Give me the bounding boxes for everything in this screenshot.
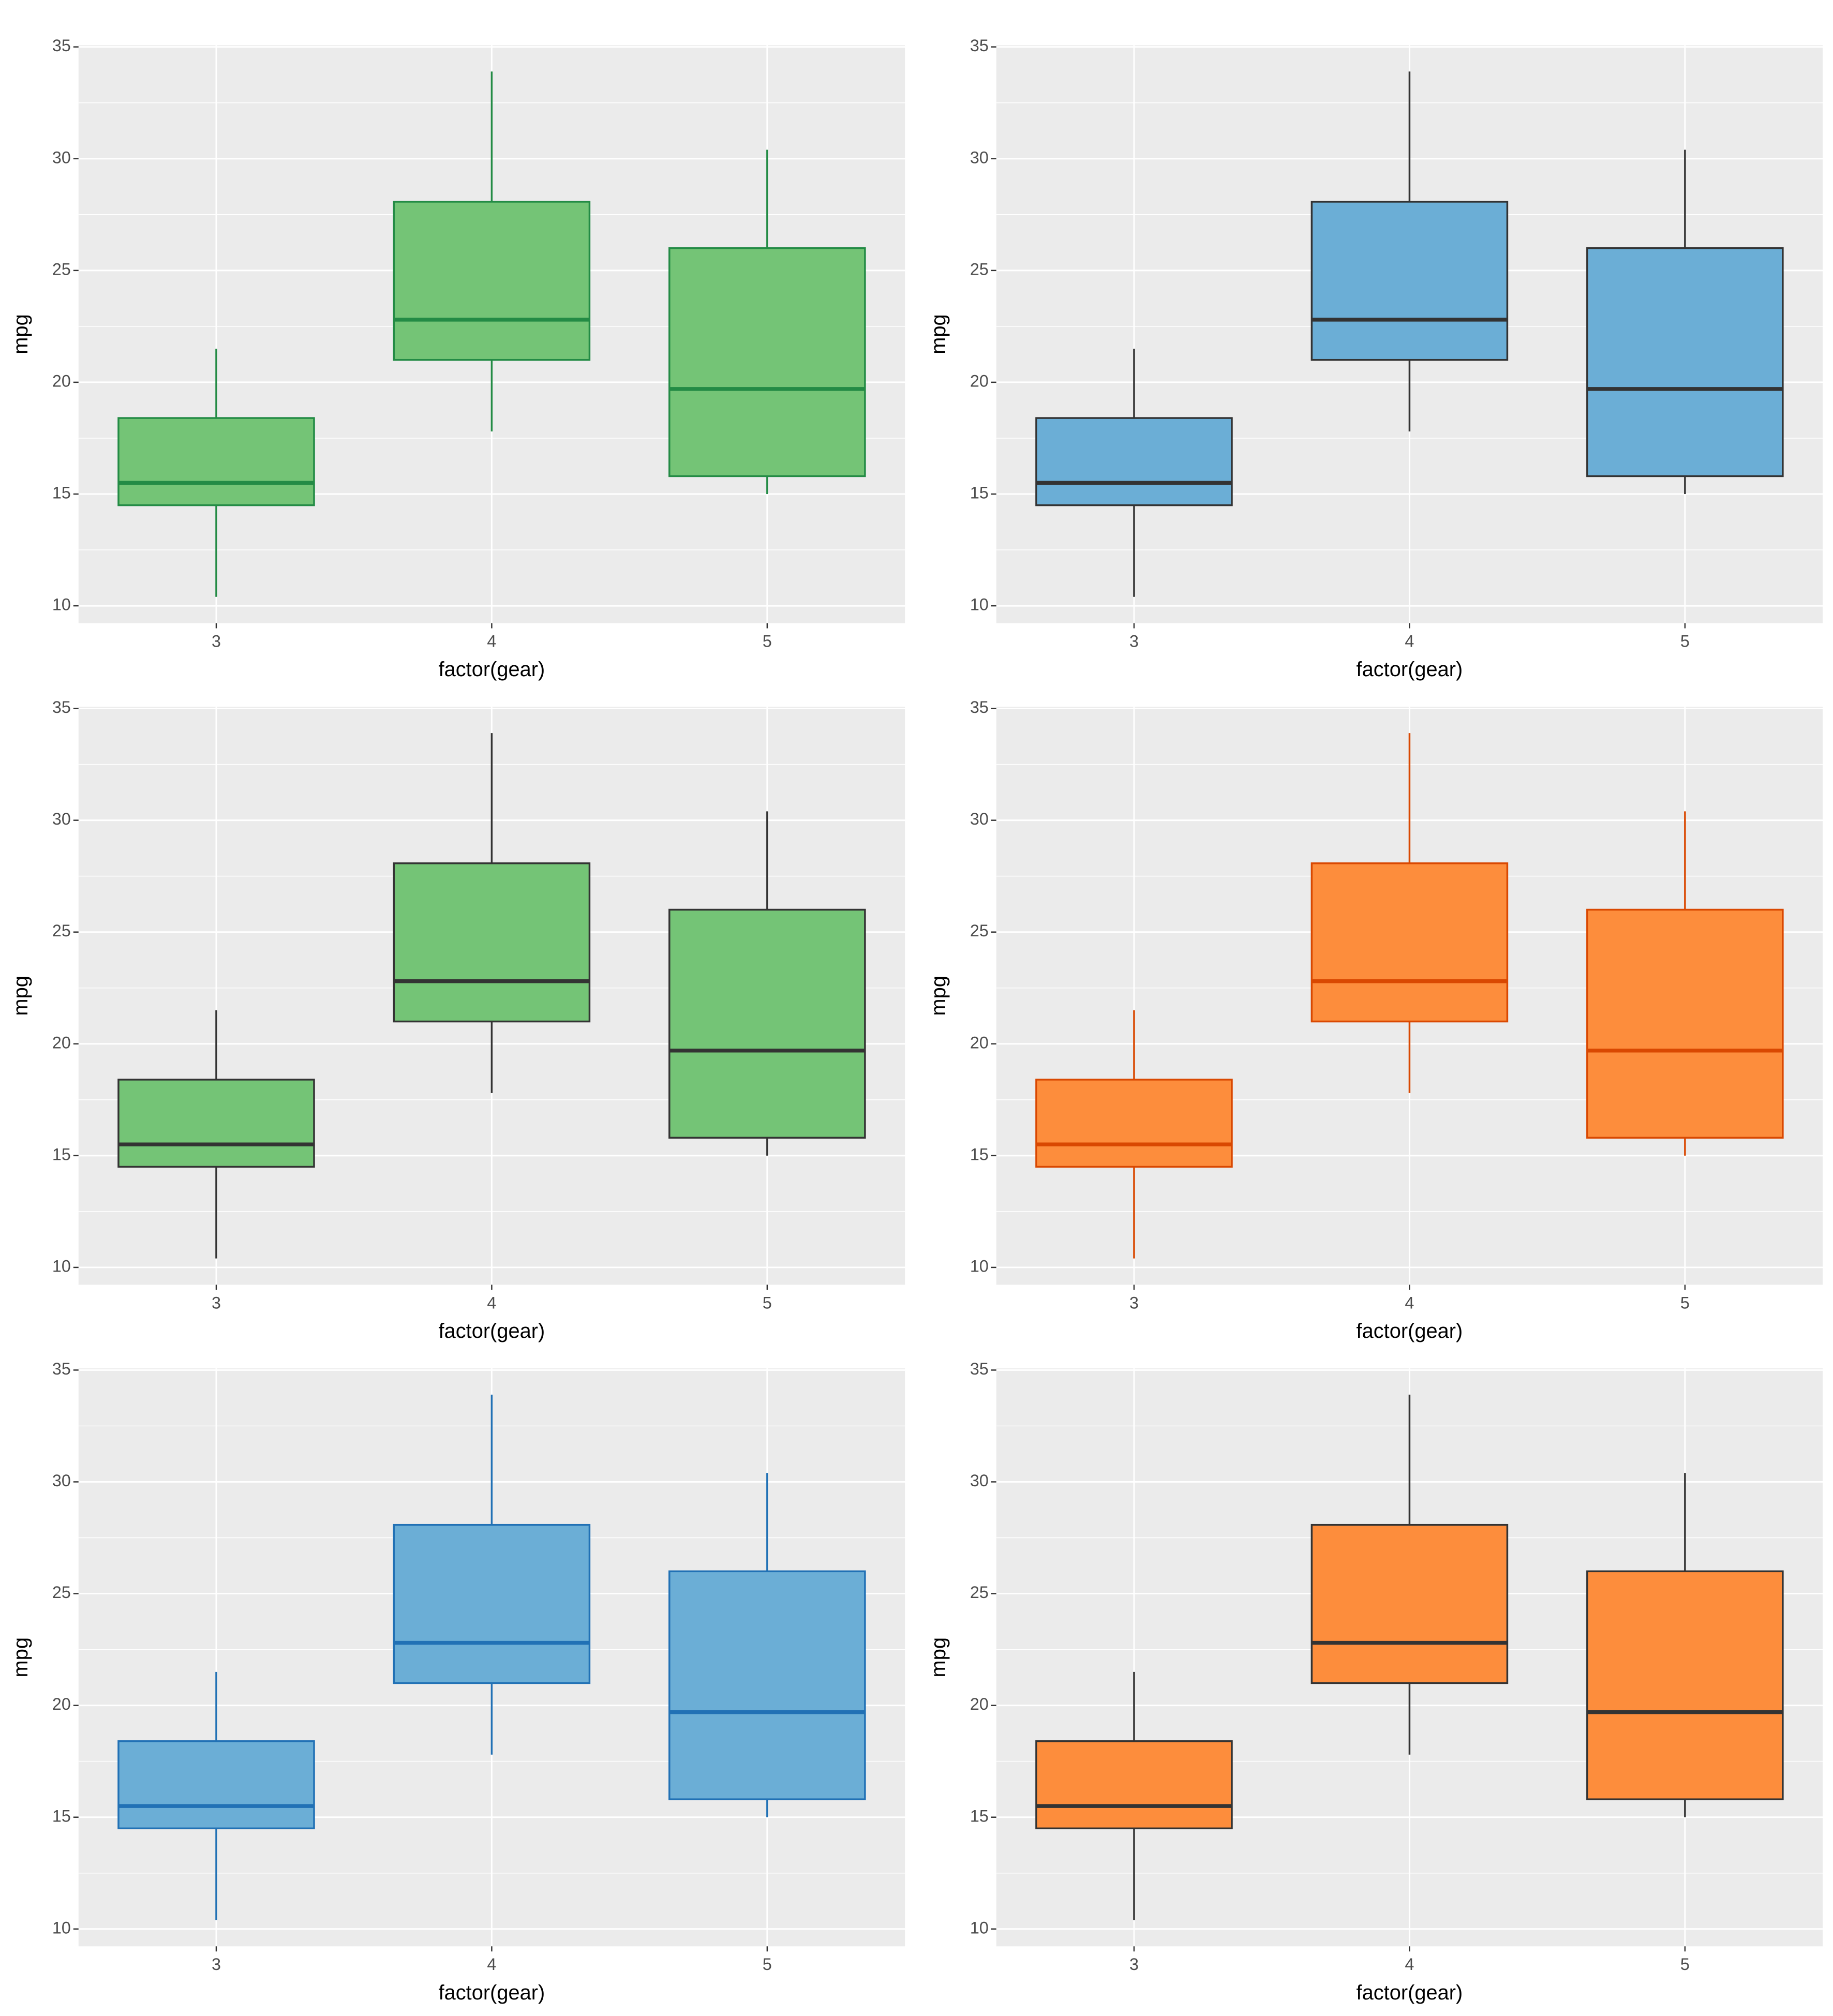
y-tick-label: 10 xyxy=(970,1918,989,1937)
y-tick-label: 30 xyxy=(970,810,989,828)
y-tick-label: 10 xyxy=(970,595,989,614)
y-tick-label: 25 xyxy=(52,260,71,278)
box xyxy=(668,1570,866,1800)
y-tick-label: 15 xyxy=(52,1806,71,1825)
x-axis-title: factor(gear) xyxy=(1357,658,1463,681)
y-tick-label: 35 xyxy=(52,698,71,716)
box xyxy=(1310,201,1509,361)
y-tick-label: 30 xyxy=(52,810,71,828)
y-axis-title: mpg xyxy=(9,976,32,1016)
box xyxy=(1035,1079,1233,1168)
x-tick-label: 5 xyxy=(1680,632,1690,650)
y-axis-title: mpg xyxy=(9,1637,32,1677)
y-axis-title: mpg xyxy=(927,314,950,354)
y-axis-title: mpg xyxy=(9,314,32,354)
y-tick-label: 10 xyxy=(970,1257,989,1275)
y-tick-label: 35 xyxy=(970,698,989,716)
x-tick-label: 4 xyxy=(487,1293,496,1312)
y-axis-title: mpg xyxy=(927,1637,950,1677)
x-tick-label: 3 xyxy=(1129,1955,1139,1974)
y-tick-label: 35 xyxy=(52,1360,71,1378)
x-tick-label: 4 xyxy=(487,632,496,650)
x-axis-title: factor(gear) xyxy=(439,1981,545,2004)
x-tick-label: 3 xyxy=(212,1955,221,1974)
x-axis-title: factor(gear) xyxy=(439,658,545,681)
y-tick-label: 30 xyxy=(52,148,71,167)
y-tick-label: 25 xyxy=(970,1583,989,1602)
y-tick-label: 25 xyxy=(970,260,989,278)
box xyxy=(1035,1740,1233,1830)
x-axis-title: factor(gear) xyxy=(1357,1320,1463,1342)
x-tick-label: 5 xyxy=(763,632,772,650)
y-tick-label: 35 xyxy=(52,36,71,55)
x-tick-label: 5 xyxy=(763,1293,772,1312)
x-tick-label: 3 xyxy=(212,1293,221,1312)
box xyxy=(117,1079,315,1168)
y-tick-label: 10 xyxy=(52,1257,71,1275)
box xyxy=(1310,1524,1509,1684)
x-tick-label: 5 xyxy=(1680,1293,1690,1312)
x-tick-label: 3 xyxy=(1129,632,1139,650)
box xyxy=(393,201,591,361)
y-tick-label: 15 xyxy=(970,1145,989,1163)
y-axis-title: mpg xyxy=(927,976,950,1016)
x-tick-label: 4 xyxy=(1405,1955,1414,1974)
y-tick-label: 35 xyxy=(970,1360,989,1378)
y-tick-label: 25 xyxy=(52,921,71,940)
y-tick-label: 15 xyxy=(52,484,71,502)
x-tick-label: 4 xyxy=(1405,632,1414,650)
box xyxy=(668,908,866,1139)
box xyxy=(1586,1570,1784,1800)
y-tick-label: 20 xyxy=(970,371,989,390)
box xyxy=(393,1524,591,1684)
x-axis-title: factor(gear) xyxy=(439,1320,545,1342)
y-tick-label: 20 xyxy=(52,1033,71,1052)
box xyxy=(1035,417,1233,506)
y-tick-label: 35 xyxy=(970,36,989,55)
x-axis-title: factor(gear) xyxy=(1357,1981,1463,2004)
y-tick-label: 30 xyxy=(970,148,989,167)
box xyxy=(393,862,591,1023)
y-tick-label: 10 xyxy=(52,1918,71,1937)
y-tick-label: 15 xyxy=(52,1145,71,1163)
y-tick-label: 20 xyxy=(970,1033,989,1052)
y-tick-label: 25 xyxy=(52,1583,71,1602)
x-tick-label: 4 xyxy=(1405,1293,1414,1312)
box xyxy=(1586,247,1784,477)
y-tick-label: 30 xyxy=(52,1471,71,1490)
x-tick-label: 3 xyxy=(1129,1293,1139,1312)
box xyxy=(668,247,866,477)
x-tick-label: 3 xyxy=(212,632,221,650)
y-tick-label: 15 xyxy=(970,1806,989,1825)
y-tick-label: 15 xyxy=(970,484,989,502)
y-tick-label: 25 xyxy=(970,921,989,940)
box xyxy=(1586,908,1784,1139)
y-tick-label: 20 xyxy=(52,371,71,390)
box xyxy=(117,417,315,506)
box xyxy=(1310,862,1509,1023)
y-tick-label: 20 xyxy=(52,1695,71,1713)
y-tick-label: 20 xyxy=(970,1695,989,1713)
x-tick-label: 4 xyxy=(487,1955,496,1974)
box xyxy=(117,1740,315,1830)
y-tick-label: 30 xyxy=(970,1471,989,1490)
y-tick-label: 10 xyxy=(52,595,71,614)
x-tick-label: 5 xyxy=(1680,1955,1690,1974)
x-tick-label: 5 xyxy=(763,1955,772,1974)
